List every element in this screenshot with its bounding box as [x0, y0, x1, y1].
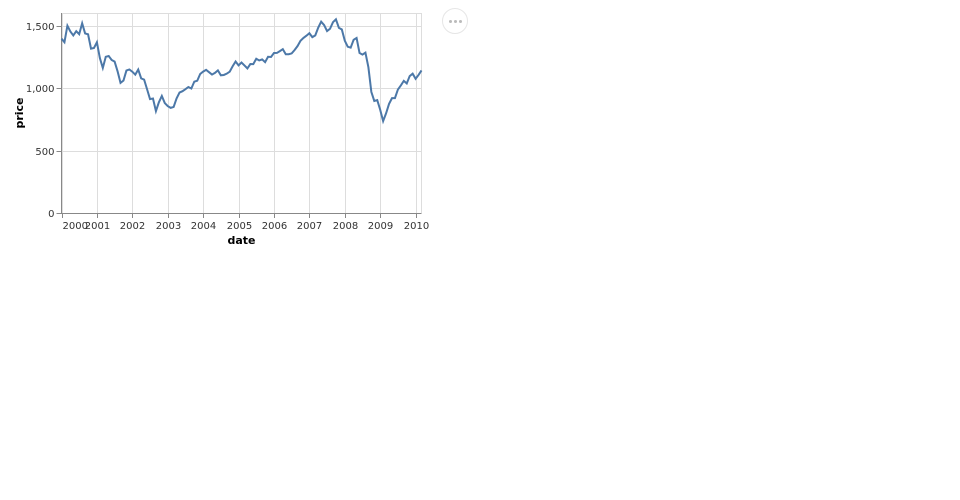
x-tick-label: 2002: [120, 221, 145, 232]
y-tick-label: 1,500: [26, 22, 55, 33]
x-tick-label: 2008: [333, 221, 358, 232]
x-tick-label: 2004: [191, 221, 216, 232]
x-axis-title: date: [227, 234, 255, 247]
ellipsis-dot: [458, 19, 462, 23]
y-tick-label: 0: [48, 209, 54, 220]
y-axis: 0 500 1,000 1,500: [26, 13, 62, 220]
ellipsis-icon: [448, 19, 452, 23]
ellipsis-dot: [453, 19, 457, 23]
y-axis-title: price: [13, 97, 26, 128]
actions-menu-button[interactable]: [442, 8, 468, 34]
x-tick-label: 2003: [156, 221, 181, 232]
y-tick-label: 500: [35, 147, 54, 158]
x-tick-label: 2005: [227, 221, 252, 232]
y-tick-label: 1,000: [26, 84, 55, 95]
x-tick-label: 2010: [404, 221, 429, 232]
x-tick-label: 2009: [368, 221, 393, 232]
x-tick-label: 2000: [63, 221, 88, 232]
x-tick-label: 2007: [297, 221, 322, 232]
x-tick-label: 2006: [262, 221, 287, 232]
series-line: [60, 17, 423, 125]
grid: [61, 13, 422, 214]
x-tick-label: 2001: [85, 221, 110, 232]
